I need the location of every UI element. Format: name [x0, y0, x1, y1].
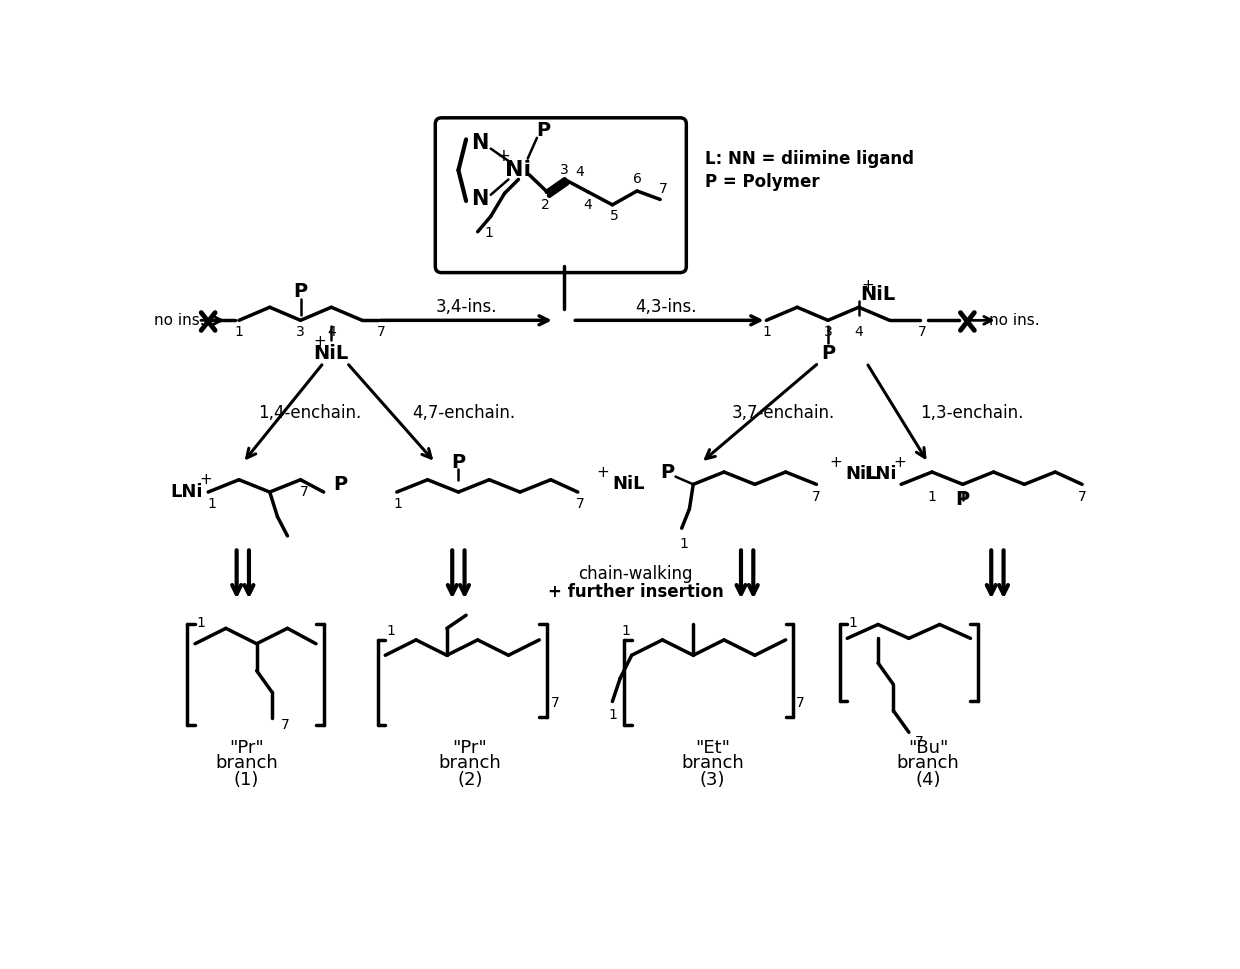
Text: 7: 7	[918, 325, 926, 339]
Text: NiL: NiL	[846, 465, 878, 484]
Text: 1: 1	[761, 325, 771, 339]
Text: +: +	[200, 472, 212, 487]
Text: 7: 7	[658, 182, 667, 197]
Text: 4: 4	[854, 325, 863, 339]
Text: N: N	[471, 133, 489, 153]
Text: 4: 4	[575, 165, 584, 178]
Text: N: N	[471, 190, 489, 209]
Text: 1: 1	[197, 616, 206, 630]
Text: (1): (1)	[234, 771, 259, 789]
Text: 4: 4	[327, 325, 336, 339]
Text: chain-walking: chain-walking	[578, 566, 693, 583]
FancyBboxPatch shape	[435, 118, 686, 272]
Text: +: +	[893, 455, 906, 470]
Text: P: P	[821, 344, 835, 363]
Text: P = Polymer: P = Polymer	[704, 172, 820, 191]
Text: +: +	[596, 464, 609, 480]
Text: 4,7-enchain.: 4,7-enchain.	[412, 404, 516, 422]
Text: "Et": "Et"	[694, 738, 730, 757]
Text: +: +	[862, 278, 874, 294]
Text: 1,4-enchain.: 1,4-enchain.	[258, 404, 361, 422]
Text: LNi: LNi	[170, 483, 203, 501]
Text: NiL: NiL	[613, 476, 645, 493]
Text: 3,7-enchain.: 3,7-enchain.	[732, 404, 835, 422]
Text: P: P	[294, 282, 308, 301]
Text: NiL: NiL	[314, 344, 348, 363]
Text: P: P	[536, 120, 551, 140]
Text: P: P	[451, 453, 465, 472]
Text: 3,4-ins.: 3,4-ins.	[435, 298, 497, 316]
Text: P: P	[660, 462, 675, 482]
Text: 1: 1	[394, 496, 403, 511]
Text: 7: 7	[1078, 490, 1086, 505]
Text: 4: 4	[583, 198, 593, 212]
Text: Ni: Ni	[506, 160, 532, 180]
Text: "Bu": "Bu"	[908, 738, 949, 757]
Text: P: P	[334, 475, 347, 494]
Text: 1: 1	[680, 537, 688, 550]
Text: L: NN = diimine ligand: L: NN = diimine ligand	[704, 149, 914, 168]
Text: 7: 7	[812, 490, 821, 505]
Text: +: +	[496, 147, 510, 166]
Text: 2: 2	[541, 198, 549, 212]
Text: 7: 7	[300, 485, 309, 499]
Text: 1,3-enchain.: 1,3-enchain.	[920, 404, 1024, 422]
Text: +: +	[830, 455, 842, 470]
Text: branch: branch	[216, 754, 278, 772]
Text: branch: branch	[439, 754, 501, 772]
Text: branch: branch	[681, 754, 744, 772]
Text: 7: 7	[377, 325, 386, 339]
Text: branch: branch	[897, 754, 960, 772]
Text: 7: 7	[551, 696, 559, 710]
Text: 7: 7	[796, 696, 805, 710]
Text: 1: 1	[485, 227, 494, 240]
Text: 5: 5	[610, 209, 619, 224]
Text: P: P	[956, 490, 970, 510]
Text: "Pr": "Pr"	[453, 738, 487, 757]
Text: 4,3-ins.: 4,3-ins.	[636, 298, 697, 316]
Text: "Pr": "Pr"	[229, 738, 264, 757]
Text: 1: 1	[234, 325, 243, 339]
Text: 7: 7	[575, 496, 584, 511]
Text: 1: 1	[608, 708, 616, 722]
Text: 7: 7	[914, 735, 924, 748]
Text: no ins.: no ins.	[154, 313, 205, 328]
Text: 1: 1	[387, 624, 396, 638]
Text: 1: 1	[621, 624, 630, 638]
Text: 3: 3	[296, 325, 305, 339]
Text: no ins.: no ins.	[990, 313, 1039, 328]
Text: (3): (3)	[699, 771, 725, 789]
Text: (2): (2)	[458, 771, 482, 789]
Text: 1: 1	[928, 490, 936, 505]
Text: 7: 7	[280, 718, 289, 732]
Text: 6: 6	[632, 172, 641, 186]
Text: + further insertion: + further insertion	[548, 583, 723, 601]
Text: LNi: LNi	[864, 465, 898, 484]
Text: 3: 3	[560, 163, 569, 177]
Text: 1: 1	[849, 616, 858, 630]
Text: NiL: NiL	[861, 286, 895, 304]
Text: 3: 3	[823, 325, 832, 339]
Text: +: +	[314, 334, 326, 350]
Text: (4): (4)	[915, 771, 941, 789]
Text: 1: 1	[207, 496, 217, 511]
